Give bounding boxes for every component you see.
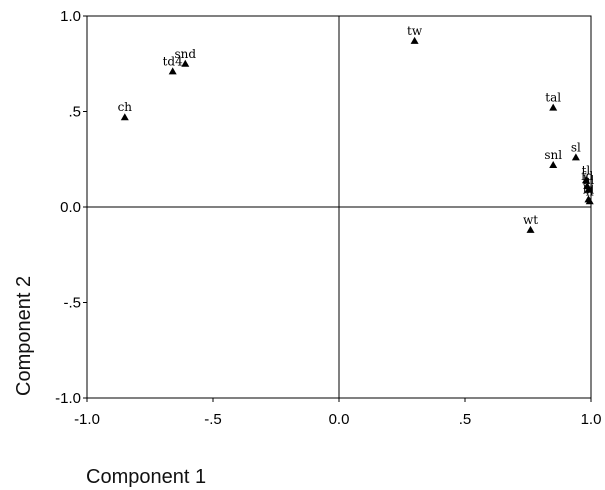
data-point-label: tl [582,163,591,177]
data-point-marker [410,36,419,44]
data-point: fl [585,184,594,205]
x-tick-label: 0.0 [329,411,350,428]
data-point-label: snd [174,47,196,61]
data-point-marker [585,197,594,205]
data-point-label: tal [545,91,561,105]
data-point-marker [549,160,558,168]
data-point: hl [583,173,595,193]
data-point: tal [545,91,561,111]
y-tick-label: -1.0 [55,390,81,407]
data-point-label: snl [544,148,562,162]
data-point-marker [120,113,129,121]
axis-ticks: -1.0 -.5 0.0 .5 1.0 1.0 .5 0.0 -.5 -1.0 [55,8,601,428]
data-point-label: hl [583,173,595,187]
x-tick-label: .5 [459,411,472,428]
reference-lines [87,16,591,398]
data-point: ch [118,100,133,121]
data-point-marker [168,67,177,75]
data-point-label: ch [118,100,133,114]
x-tick-label: -1.0 [74,411,100,428]
data-point: snl [544,148,562,168]
data-point-marker [526,225,535,233]
data-point-label: fl [586,184,594,198]
data-point-label: fd [581,169,593,183]
y-axis-title: Component 2 [13,276,35,396]
data-point-marker [571,153,580,161]
data-point-marker [181,59,190,67]
data-point: snd [174,47,196,67]
data-point-label: bl [583,182,595,196]
y-tick-label: .5 [68,104,81,121]
x-tick-label: 1.0 [581,411,602,428]
data-point-label: wt [523,213,538,227]
y-tick-label: 1.0 [60,8,81,25]
data-point: tw [407,24,423,44]
x-axis-title: Component 1 [86,466,206,488]
y-tick-label: 0.0 [60,199,81,216]
data-point: sl [571,140,581,161]
data-point-marker [549,103,558,111]
data-point-marker [581,176,590,184]
data-point: td4 [163,54,184,75]
y-tick-label: -.5 [63,295,81,312]
data-point: tl [581,163,591,184]
data-point-label: sl [571,140,581,154]
data-point: wt [523,213,538,233]
x-tick-label: -.5 [204,411,222,428]
data-point-label: td4 [163,54,184,68]
data-point-label: tw [407,24,423,38]
data-point-marker [584,185,593,193]
